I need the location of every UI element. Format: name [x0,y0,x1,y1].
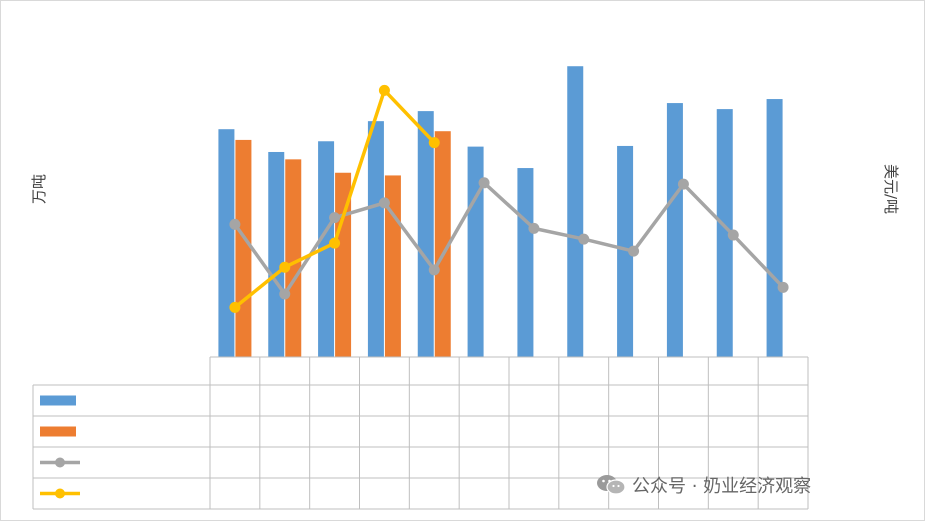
legend-key-marker [55,457,65,468]
line-point [677,178,689,190]
bar [666,103,683,357]
watermark-text: 公众号 · 奶业经济观察 [632,476,812,497]
line-point [279,288,291,300]
wechat-icon [596,474,626,496]
line-point [478,177,490,189]
line-point [378,197,390,209]
legend-key-marker [55,488,65,499]
legend-key-bar [40,395,76,406]
bar [417,111,434,357]
bar [367,121,384,357]
bar [285,159,302,357]
line-point [428,264,440,276]
line-point [329,212,341,224]
bar [268,151,285,357]
line-point [229,301,241,313]
legend-key-bar [40,426,76,437]
bar [567,66,584,357]
left-axis-title: 万吨 [30,174,48,204]
bar [716,109,733,357]
bar [517,168,534,357]
watermark: 公众号 · 奶业经济观察 [596,471,811,499]
bar [467,146,484,357]
bar [766,99,783,358]
line-point [528,222,540,234]
bar [218,129,235,357]
series-line [233,181,785,296]
line-point [727,229,739,241]
line-point [628,245,640,257]
bar [434,131,451,357]
right-axis-title: 美元/吨 [882,164,900,214]
line-point [279,261,291,273]
bar-group [218,66,783,358]
bar [235,139,252,357]
line-point [578,233,590,245]
line-point [329,237,341,249]
line-point [229,218,241,230]
data-table [32,356,809,510]
line-point [428,137,440,149]
line-point [777,281,789,293]
line-point [378,84,390,96]
line-group [229,84,789,313]
bar [617,145,634,357]
